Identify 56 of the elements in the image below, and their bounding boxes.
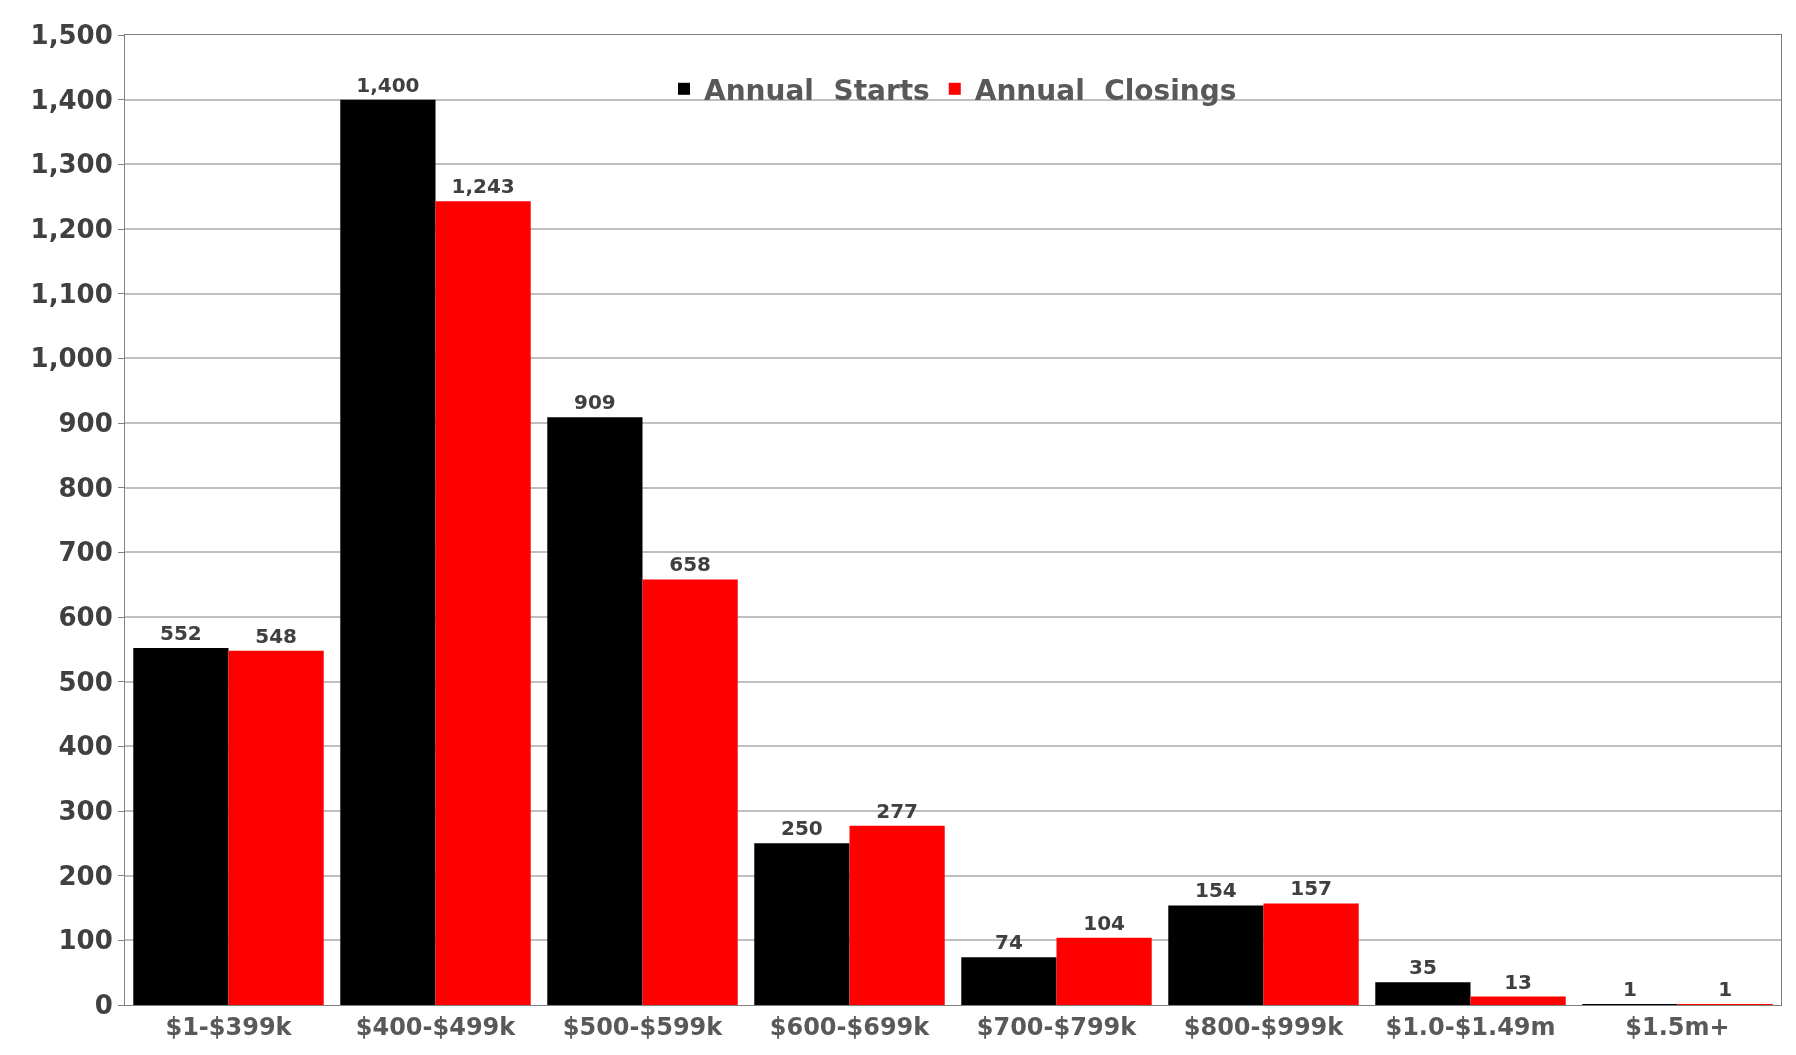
bar [1263,903,1359,1005]
bar [547,417,643,1005]
y-tick-label: 100 [58,925,113,956]
data-label: 909 [574,390,616,415]
x-tick-label: $500-$599k [562,1012,724,1041]
data-label: 658 [669,552,711,577]
y-tick-label: 600 [58,602,113,633]
legend-label: Annual Closings [974,73,1237,107]
y-tick-label: 800 [58,472,113,503]
y-tick-label: 1,100 [30,278,113,309]
x-tick-label: $1-$399k [165,1012,293,1041]
bar [1375,982,1471,1005]
y-tick-label: 900 [58,408,113,439]
data-label: 250 [781,816,823,841]
x-tick-label: $1.0-$1.49m [1385,1012,1556,1041]
bar [435,201,531,1005]
data-label: 1,400 [356,72,420,97]
data-label: 35 [1408,955,1437,980]
bar [1056,937,1152,1005]
y-tick-label: 1,500 [30,20,113,51]
data-label: 552 [160,621,202,646]
y-tick-label: 1,000 [30,343,113,374]
bar [228,650,324,1005]
x-tick-label: $700-$799k [976,1012,1138,1041]
bar [1470,996,1566,1005]
data-label: 104 [1083,910,1125,935]
data-label: 154 [1195,878,1237,903]
bar [754,843,850,1005]
y-tick-label: 0 [94,990,113,1021]
x-tick-label: $800-$999k [1183,1012,1345,1041]
y-tick-label: 400 [58,731,113,762]
data-label: 13 [1504,969,1533,994]
bar [849,825,945,1005]
bar [340,99,436,1005]
data-label: 277 [876,798,918,823]
y-tick-label: 1,400 [30,84,113,115]
y-tick-label: 500 [58,666,113,697]
data-label: 548 [255,623,297,648]
y-tick-label: 200 [58,860,113,891]
data-label: 1 [1718,977,1733,1001]
data-label: 1,243 [451,174,515,199]
bar [961,957,1057,1005]
bar [1168,905,1264,1005]
bar [642,579,738,1005]
y-tick-label: 1,200 [30,214,113,245]
bar [133,648,229,1005]
data-label: 157 [1290,876,1332,901]
x-tick-label: $400-$499k [355,1012,517,1041]
legend-label: Annual Starts [704,73,930,107]
data-label: 74 [994,930,1023,955]
y-tick-label: 300 [58,796,113,827]
x-tick-label: $1.5m+ [1625,1012,1730,1041]
y-tick-label: 1,300 [30,149,113,180]
y-tick-label: 700 [58,537,113,568]
data-label: 1 [1622,977,1637,1001]
x-tick-label: $600-$699k [769,1012,931,1041]
